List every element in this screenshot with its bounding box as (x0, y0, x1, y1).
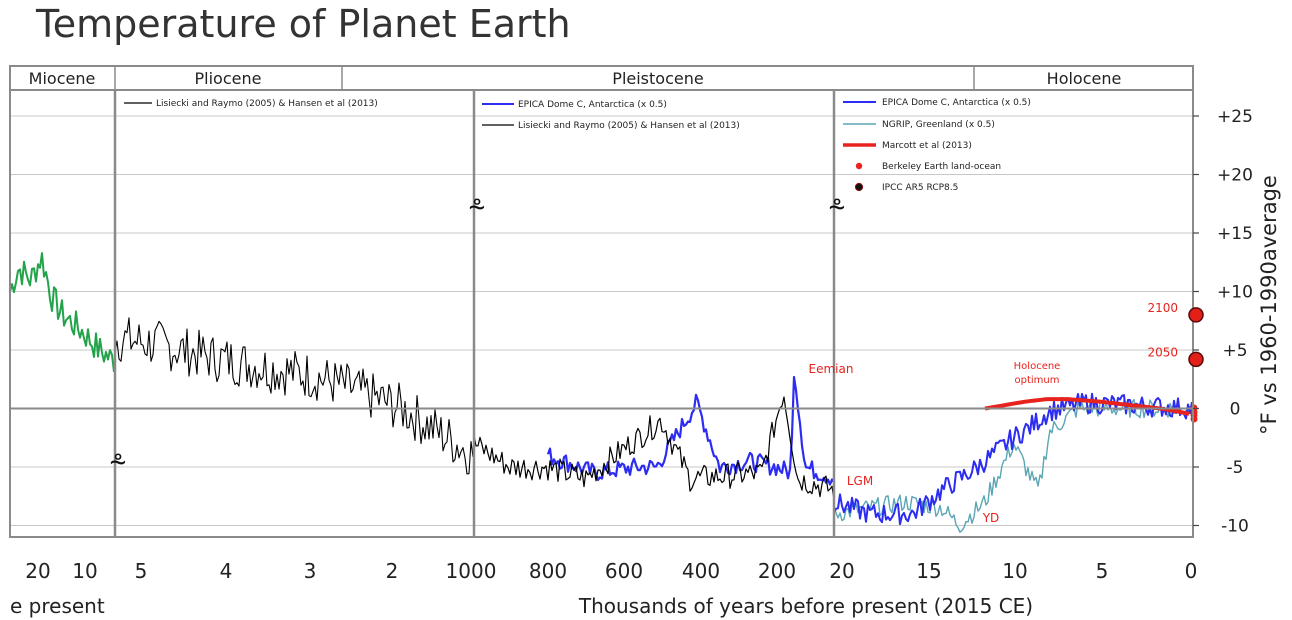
y-tick-label-0: +25 (1217, 107, 1253, 127)
series-lisiecki-pleistocene (473, 396, 835, 500)
x-tick-label-2-4: 200 (758, 559, 796, 583)
projection-point-2100 (1188, 307, 1204, 323)
projection-label-2050: 2050 (1147, 345, 1178, 359)
legend-label-berkeley: Berkeley Earth land-ocean (882, 162, 1001, 172)
x-tick-label-1-3: 2 (386, 559, 399, 583)
legend-marker-ipcc (854, 182, 864, 192)
x-tick-label-3-3: 5 (1096, 559, 1109, 583)
y-tick-label-6: -5 (1227, 458, 1244, 478)
x-tick-label-3-1: 15 (916, 559, 941, 583)
chart-title: Temperature of Planet Earth (36, 2, 571, 46)
series-ngrip (833, 398, 1193, 533)
y-axis-label: °F vs 1960-1990average (1257, 175, 1281, 435)
y-tick-label-3: +10 (1217, 283, 1253, 303)
x-tick-label-3-4: 0 (1185, 559, 1198, 583)
axis-break-1: ⸛ (468, 191, 485, 226)
x-tick-label-3-0: 20 (829, 559, 854, 583)
epoch-label-miocene: Miocene (29, 69, 96, 88)
data-series (9, 252, 1198, 533)
axes: +25 +20 +15 +10 +5 0 -5 -10 °F vs 1960-1990avera… (10, 107, 1281, 618)
series-epica-pleistocene (546, 375, 835, 486)
x-tick-label-1-2: 3 (304, 559, 317, 583)
axis-break-0: ⸛ (109, 446, 126, 481)
x-axis-label-miocene: e present (10, 594, 105, 618)
series-epica-holocene (833, 392, 1193, 526)
y-tick-label-2: +15 (1217, 224, 1253, 244)
legend-label-marcott: Marcott et al (2013) (882, 141, 972, 151)
x-tick-label-1-0: 5 (135, 559, 148, 583)
x-tick-label-2-3: 400 (682, 559, 720, 583)
y-tick-label-4: +5 (1222, 341, 1247, 361)
legend-marker-berkeley (855, 162, 863, 170)
x-tick-label-2-2: 600 (605, 559, 643, 583)
x-axis-label: Thousands of years before present (2015 … (578, 594, 1033, 618)
x-tick-label-0-1: 10 (72, 559, 97, 583)
legends: Lisiecki and Raymo (2005) & Hansen et al… (124, 98, 1031, 193)
epoch-label-pleistocene: Pleistocene (612, 69, 703, 88)
gridlines (10, 115, 1193, 526)
annotation-optimum: optimum (1015, 375, 1060, 386)
x-tick-label-0-0: 20 (25, 559, 50, 583)
annotation-holocene: Holocene (1014, 361, 1061, 372)
x-tick-label-1-1: 4 (220, 559, 233, 583)
epoch-label-holocene: Holocene (1047, 69, 1122, 88)
axis-break-2: ⸛ (828, 191, 845, 226)
legend-label-lisiecki-2: Lisiecki and Raymo (2005) & Hansen et al… (518, 121, 740, 131)
y-tick-label-7: -10 (1221, 517, 1249, 537)
x-tick-label-2-1: 800 (529, 559, 567, 583)
legend-label-epica-1: EPICA Dome C, Antarctica (x 0.5) (518, 100, 667, 110)
chart-frame: Miocene Pliocene Pleistocene Holocene ⸛ ⸛ ⸛ (9, 65, 1194, 538)
annotation-lgm: LGM (847, 474, 873, 488)
series-miocene (9, 252, 115, 373)
series-lisiecki-pliocene (114, 317, 474, 475)
legend-label-epica-2: EPICA Dome C, Antarctica (x 0.5) (882, 98, 1031, 108)
legend-label-lisiecki-1: Lisiecki and Raymo (2005) & Hansen et al… (156, 99, 378, 109)
projection-label-2100: 2100 (1147, 301, 1178, 315)
annotation-eemian: Eemian (809, 362, 854, 376)
y-tick-label-1: +20 (1217, 166, 1253, 186)
x-tick-label-2-0: 1000 (446, 559, 497, 583)
x-tick-label-3-2: 10 (1002, 559, 1027, 583)
plot-border (9, 65, 1194, 538)
y-tick-label-5: 0 (1230, 400, 1241, 420)
annotations: Eemian LGM YD Holocene optimum 2100 2050 (809, 301, 1204, 525)
annotation-yd: YD (982, 511, 1000, 525)
epoch-label-pliocene: Pliocene (195, 69, 262, 88)
projection-point-2050 (1188, 351, 1204, 368)
legend-label-ngrip: NGRIP, Greenland (x 0.5) (882, 120, 995, 130)
legend-label-ipcc: IPCC AR5 RCP8.5 (882, 183, 958, 193)
